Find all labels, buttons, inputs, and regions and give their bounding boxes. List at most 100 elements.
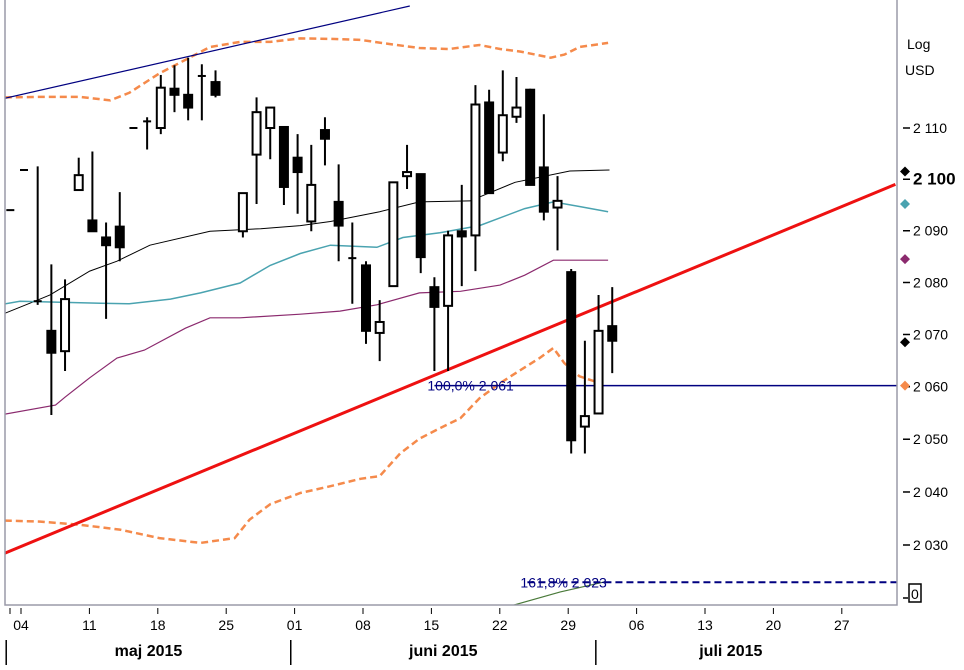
- month-label: maj 2015: [115, 643, 183, 660]
- candle: [525, 88, 536, 186]
- candle: [60, 279, 71, 372]
- candle-body: [60, 298, 71, 353]
- candle: [443, 230, 454, 372]
- plot-frame: [4, 0, 898, 606]
- candle-body: [183, 93, 194, 109]
- candle: [210, 70, 221, 98]
- channel-blue-line: [5, 5, 410, 99]
- candle-body: [566, 271, 577, 442]
- indicator-green-line: [511, 581, 606, 605]
- candle: [333, 164, 344, 262]
- x-tick-label: 27: [834, 617, 850, 633]
- candle-body: [155, 86, 166, 130]
- candle-body: [443, 234, 454, 307]
- candle: [292, 134, 303, 214]
- candle: [566, 269, 577, 454]
- candle-body: [484, 101, 495, 195]
- candle: [237, 192, 248, 238]
- candle-body: [593, 329, 604, 415]
- candle: [497, 70, 508, 162]
- candle-body: [607, 325, 618, 342]
- candle: [46, 264, 57, 416]
- band-upper-line: [5, 37, 609, 102]
- month-label: juni 2015: [408, 643, 478, 660]
- candle: [593, 294, 604, 415]
- y-tick-label: 2 040: [913, 484, 948, 500]
- candle: [278, 125, 289, 205]
- y-tick-label: 2 060: [913, 379, 948, 395]
- candle-body: [278, 125, 289, 188]
- last-value-marker-icon: [900, 337, 910, 348]
- candle-body: [538, 166, 549, 213]
- x-tick-label: 20: [766, 617, 782, 633]
- last-value-marker-icon: [900, 254, 910, 265]
- candle-body: [552, 199, 563, 209]
- zero-marker-label: 0: [911, 586, 919, 602]
- candle: [319, 117, 330, 166]
- x-tick-label: 25: [218, 617, 234, 633]
- fib-level-label: 100,0% 2 061: [427, 378, 514, 394]
- candle-body: [429, 286, 440, 308]
- candle-body: [114, 225, 125, 249]
- candle-body: [511, 106, 522, 118]
- candle-body: [388, 181, 399, 288]
- x-tick-label: 08: [355, 617, 371, 633]
- candle-body: [46, 329, 57, 354]
- candle: [484, 89, 495, 195]
- candle: [197, 64, 206, 121]
- candle: [33, 166, 42, 305]
- y-tick-label: 2 110: [913, 120, 947, 136]
- candle: [552, 176, 563, 251]
- zero-marker-box: [908, 583, 922, 603]
- candle-body: [251, 111, 262, 156]
- last-value-marker-icon: [900, 198, 910, 209]
- y-tick-label: 2 070: [913, 326, 948, 342]
- candle-body: [374, 320, 385, 334]
- x-tick-label: 15: [424, 617, 440, 633]
- candle-body: [579, 415, 590, 428]
- y-tick-label: 2 080: [913, 274, 948, 290]
- candle: [607, 287, 618, 374]
- candle: [73, 157, 84, 192]
- last-value-marker-icon: [900, 380, 910, 391]
- candle-body: [415, 173, 426, 259]
- candle: [143, 117, 152, 150]
- x-tick-label: 29: [560, 617, 576, 633]
- candle-body: [101, 236, 112, 247]
- candle-body: [87, 219, 98, 233]
- candle: [538, 114, 549, 221]
- x-tick-label: 13: [697, 617, 713, 633]
- ma-teal-line: [5, 201, 609, 305]
- candle-body: [306, 183, 317, 223]
- candle: [374, 300, 385, 362]
- y-axis: Log USD 2 110 2 100 2 090 2 080 2 070 2 060 2 …: [900, 36, 956, 603]
- y-tick-label: 2 090: [913, 223, 948, 239]
- x-tick-label: 22: [492, 617, 508, 633]
- candle-body: [497, 114, 508, 154]
- candle: [155, 74, 166, 135]
- currency-label: USD: [905, 62, 935, 78]
- candle-body: [333, 200, 344, 227]
- band-lower-line: [5, 346, 601, 545]
- candle: [361, 261, 371, 344]
- candle: [456, 184, 467, 287]
- candle-body: [169, 87, 180, 96]
- ma-purple-line: [5, 259, 609, 415]
- candle: [183, 57, 194, 121]
- candle: [511, 76, 522, 123]
- candle: [87, 151, 98, 233]
- candle: [101, 222, 112, 319]
- candle-body: [210, 81, 221, 96]
- candle-body: [470, 103, 481, 237]
- candle: [348, 222, 357, 304]
- y-tick-label: 2 030: [913, 537, 948, 553]
- x-tick-label: 11: [82, 617, 97, 633]
- candle: [470, 85, 481, 272]
- candle: [415, 173, 426, 274]
- candle-body: [292, 156, 303, 174]
- candle-body: [237, 192, 248, 233]
- candle: [429, 277, 440, 372]
- y-tick-label: 2 100: [913, 169, 956, 188]
- candle: [306, 144, 317, 232]
